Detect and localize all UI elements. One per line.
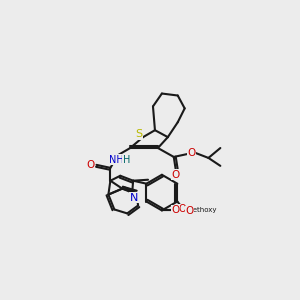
Text: N: N — [130, 193, 138, 202]
Text: H: H — [122, 155, 130, 165]
Text: O: O — [172, 206, 180, 215]
Text: S: S — [136, 129, 143, 139]
Text: O: O — [179, 204, 187, 214]
Text: methoxy: methoxy — [186, 207, 217, 213]
Text: O: O — [188, 148, 196, 158]
Text: NH: NH — [109, 155, 124, 165]
Text: O: O — [172, 170, 180, 180]
Text: O: O — [185, 206, 193, 216]
Text: O: O — [86, 160, 95, 170]
